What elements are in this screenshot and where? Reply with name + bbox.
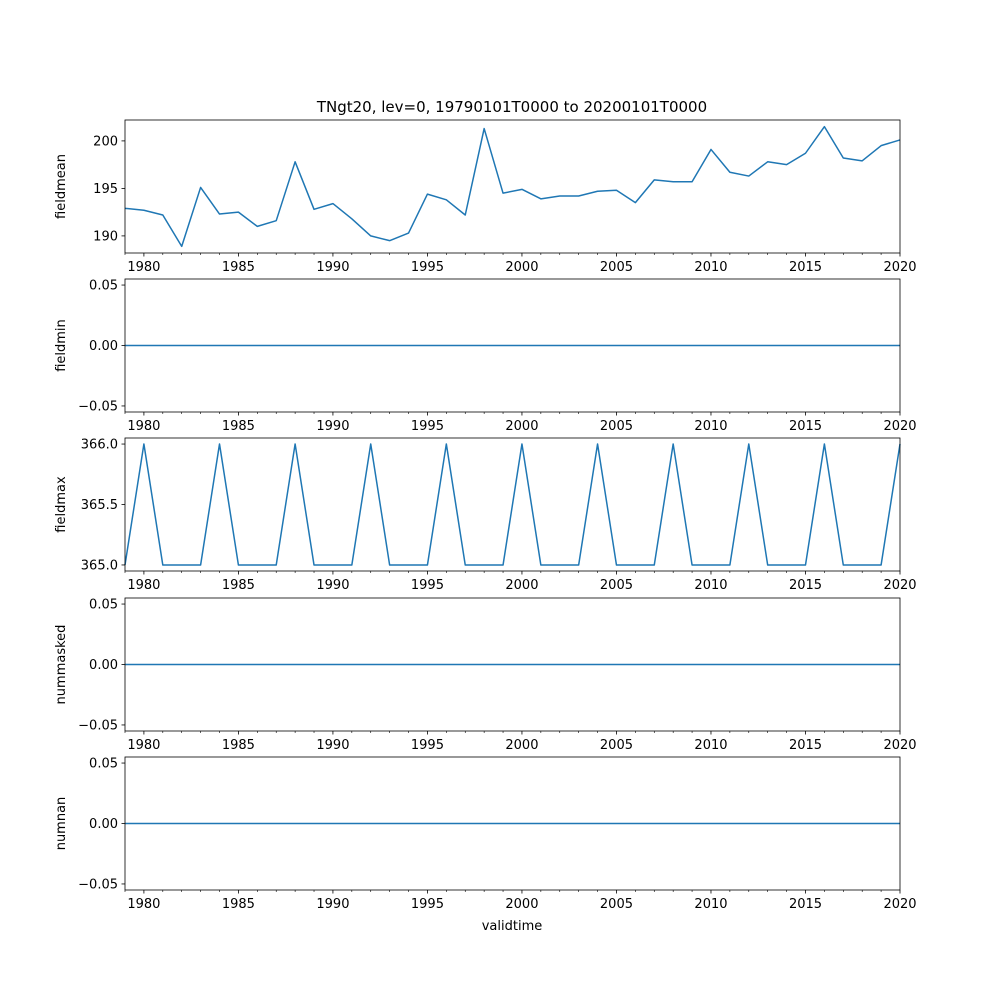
x-tick-label: 1990 xyxy=(316,578,349,593)
y-tick-label: 0.05 xyxy=(89,598,118,613)
x-tick-label: 1995 xyxy=(411,738,444,753)
x-tick-label: 2010 xyxy=(694,419,727,434)
x-tick-label: 1995 xyxy=(411,260,444,275)
y-tick-label: 365.5 xyxy=(81,498,118,513)
y-tick-label: 0.05 xyxy=(89,757,118,772)
y-tick-label: 200 xyxy=(93,134,118,149)
y-tick-label: 0.00 xyxy=(89,339,118,354)
chart-title: TNgt20, lev=0, 19790101T0000 to 20200101… xyxy=(316,98,707,116)
axes-frame xyxy=(124,437,901,572)
y-tick-label: 195 xyxy=(93,182,118,197)
subplot-fieldmax: 1980 1985 1990 1995 2000 2005 2010 2015 2020 365.… xyxy=(54,438,917,593)
x-tick-label: 1990 xyxy=(316,738,349,753)
x-axis-label: validtime xyxy=(482,919,543,934)
x-tick-label: 2000 xyxy=(505,897,538,912)
subplot-nummasked: 1980 1985 1990 1995 2000 2005 2010 2015 2020 −0.0… xyxy=(54,598,917,753)
y-tick-label: −0.05 xyxy=(78,877,118,892)
x-tick-label: 2005 xyxy=(600,419,633,434)
y-tick-label: −0.05 xyxy=(78,718,118,733)
y-axis-label: fieldmean xyxy=(54,154,69,219)
axes-frame xyxy=(124,756,901,891)
x-tick-label: 1985 xyxy=(222,260,255,275)
x-tick-label: 1995 xyxy=(411,897,444,912)
x-tick-label: 1995 xyxy=(411,419,444,434)
x-tick-label: 2010 xyxy=(694,260,727,275)
y-tick-label: 366.0 xyxy=(81,438,118,453)
x-tick-label: 2010 xyxy=(694,578,727,593)
x-tick-label: 2010 xyxy=(694,897,727,912)
y-axis-label: nummasked xyxy=(54,625,69,705)
x-tick-label: 2020 xyxy=(883,419,916,434)
y-tick-label: 0.05 xyxy=(89,279,118,294)
x-tick-label: 1990 xyxy=(316,897,349,912)
x-tick-label: 1985 xyxy=(222,419,255,434)
y-tick-label: −0.05 xyxy=(78,399,118,414)
x-tick-label: 2005 xyxy=(600,578,633,593)
x-tick-label: 2020 xyxy=(883,260,916,275)
x-tick-label: 2015 xyxy=(789,738,822,753)
x-tick-label: 2000 xyxy=(505,578,538,593)
x-tick-label: 1980 xyxy=(127,260,160,275)
x-tick-label: 1990 xyxy=(316,419,349,434)
x-tick-label: 1995 xyxy=(411,578,444,593)
x-tick-label: 1980 xyxy=(127,419,160,434)
x-tick-label: 2000 xyxy=(505,738,538,753)
x-tick-label: 2020 xyxy=(883,738,916,753)
y-tick-label: 365.0 xyxy=(81,558,118,573)
x-tick-label: 1980 xyxy=(127,897,160,912)
y-axis-label: numnan xyxy=(54,797,69,851)
subplot-fieldmin: 1980 1985 1990 1995 2000 2005 2010 2015 2020 −0.0… xyxy=(54,279,917,434)
x-tick-label: 1985 xyxy=(222,897,255,912)
y-tick-label: 190 xyxy=(93,229,118,244)
x-tick-label: 2015 xyxy=(789,260,822,275)
y-tick-label: 0.00 xyxy=(89,658,118,673)
subplot-stack: 1980 1985 1990 1995 2000 2005 2010 2015 2020 190 1… xyxy=(54,119,917,912)
subplot-numnan: 1980 1985 1990 1995 2000 2005 2010 2015 2020 −0.0… xyxy=(54,757,917,912)
x-tick-label: 2010 xyxy=(694,738,727,753)
x-tick-label: 2005 xyxy=(600,897,633,912)
x-tick-label: 2005 xyxy=(600,260,633,275)
axes-frame xyxy=(124,119,901,254)
series-line-fieldmean xyxy=(124,125,901,248)
x-tick-label: 1990 xyxy=(316,260,349,275)
x-tick-label: 1985 xyxy=(222,578,255,593)
axes-frame xyxy=(124,278,901,413)
x-tick-label: 2015 xyxy=(789,897,822,912)
axes-frame xyxy=(124,597,901,732)
x-tick-label: 2000 xyxy=(505,419,538,434)
subplot-fieldmean: 1980 1985 1990 1995 2000 2005 2010 2015 2020 190 1… xyxy=(54,119,917,275)
y-axis-label: fieldmax xyxy=(54,476,69,533)
x-tick-label: 1985 xyxy=(222,738,255,753)
x-tick-label: 2020 xyxy=(883,578,916,593)
x-tick-label: 2005 xyxy=(600,738,633,753)
series-line-fieldmax xyxy=(124,443,901,566)
x-tick-label: 1980 xyxy=(127,578,160,593)
x-tick-label: 1980 xyxy=(127,738,160,753)
x-tick-label: 2015 xyxy=(789,578,822,593)
x-tick-label: 2000 xyxy=(505,260,538,275)
x-tick-label: 2020 xyxy=(883,897,916,912)
y-tick-label: 0.00 xyxy=(89,817,118,832)
x-tick-label: 2015 xyxy=(789,419,822,434)
y-axis-label: fieldmin xyxy=(54,319,69,372)
